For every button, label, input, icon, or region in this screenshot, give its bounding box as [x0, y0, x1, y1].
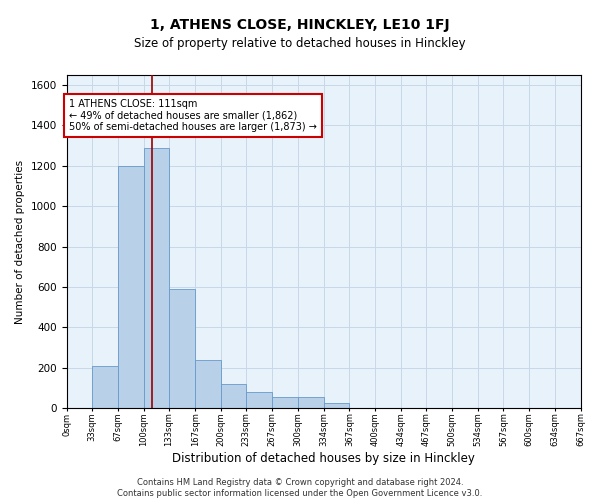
Bar — [118, 166, 143, 408]
Bar — [221, 384, 246, 408]
Bar — [169, 289, 195, 408]
Text: Size of property relative to detached houses in Hinckley: Size of property relative to detached ho… — [134, 38, 466, 51]
Text: 1 ATHENS CLOSE: 111sqm
← 49% of detached houses are smaller (1,862)
50% of semi-: 1 ATHENS CLOSE: 111sqm ← 49% of detached… — [69, 99, 317, 132]
Bar — [143, 148, 169, 408]
Bar — [298, 397, 324, 408]
X-axis label: Distribution of detached houses by size in Hinckley: Distribution of detached houses by size … — [172, 452, 475, 465]
Bar — [272, 397, 298, 408]
Bar — [246, 392, 272, 408]
Bar — [195, 360, 221, 408]
Bar — [92, 366, 118, 408]
Text: Contains HM Land Registry data © Crown copyright and database right 2024.
Contai: Contains HM Land Registry data © Crown c… — [118, 478, 482, 498]
Bar — [324, 402, 349, 408]
Text: 1, ATHENS CLOSE, HINCKLEY, LE10 1FJ: 1, ATHENS CLOSE, HINCKLEY, LE10 1FJ — [150, 18, 450, 32]
Y-axis label: Number of detached properties: Number of detached properties — [15, 160, 25, 324]
